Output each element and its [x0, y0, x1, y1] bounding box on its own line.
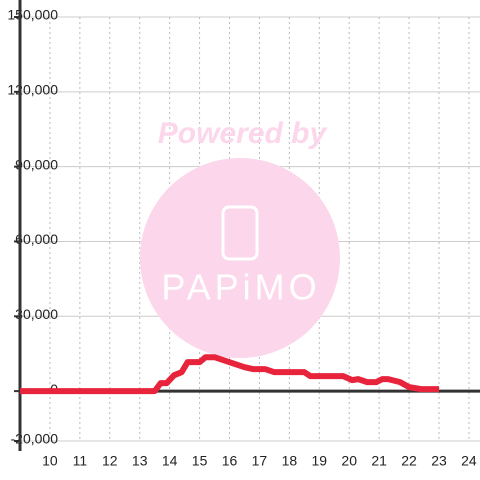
data-line: [20, 354, 439, 395]
x-tick-label: 10: [42, 453, 58, 469]
y-tick-label: 150,000: [7, 7, 58, 23]
x-tick-label: 17: [252, 453, 268, 469]
x-tick-label: 12: [102, 453, 118, 469]
watermark-icon: [221, 205, 259, 261]
x-tick-label: 22: [401, 453, 417, 469]
x-tick-label: 15: [192, 453, 208, 469]
x-tick-label: 24: [461, 453, 477, 469]
x-tick-label: 20: [341, 453, 357, 469]
y-tick-label: 30,000: [15, 306, 58, 322]
x-tick-label: 13: [132, 453, 148, 469]
x-tick-label: 16: [222, 453, 238, 469]
x-tick-label: 19: [311, 453, 327, 469]
x-tick-label: 11: [73, 453, 88, 469]
x-tick-label: 14: [162, 453, 178, 469]
x-tick-label: 23: [431, 453, 447, 469]
watermark-brand: PAPiMO: [161, 267, 320, 308]
y-tick-label: -20,000: [11, 431, 59, 447]
y-tick-label: 90,000: [15, 156, 58, 172]
x-tick-label: 21: [371, 453, 387, 469]
x-tick-label: 18: [282, 453, 298, 469]
watermark-title: Powered by: [158, 117, 328, 150]
y-tick-label: 120,000: [7, 82, 58, 98]
y-tick-label: 60,000: [15, 231, 58, 247]
